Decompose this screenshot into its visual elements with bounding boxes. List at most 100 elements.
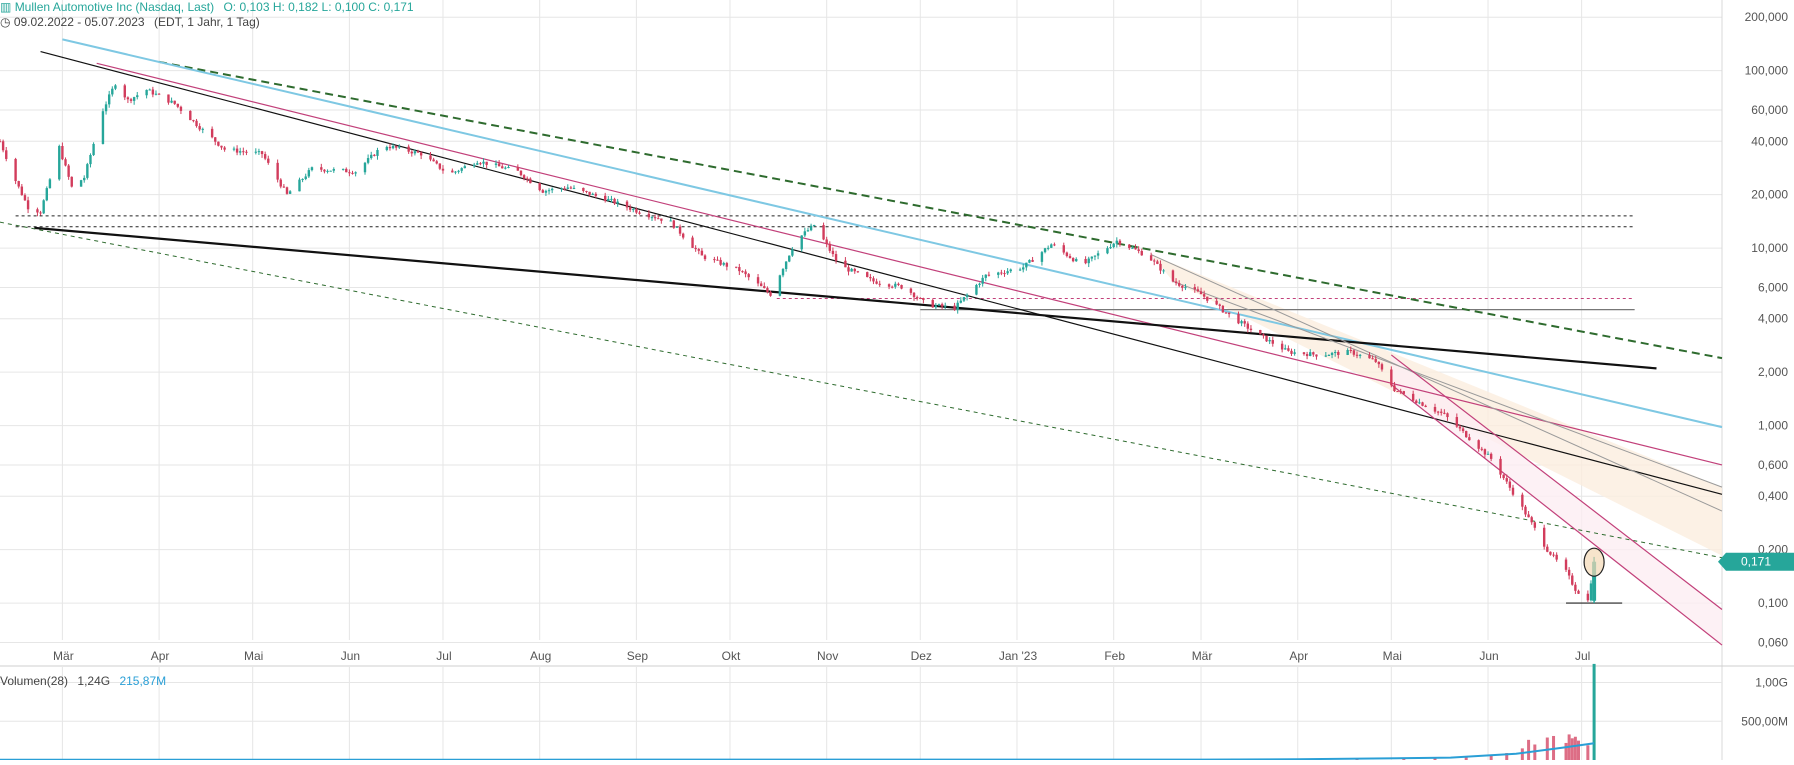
x-tick-label: Mär	[53, 649, 74, 663]
candle-body	[14, 158, 17, 182]
candle-body	[872, 278, 875, 282]
candle-body	[725, 263, 729, 267]
candle-body	[591, 193, 594, 195]
candle-body	[220, 145, 223, 148]
candle-body	[1249, 328, 1253, 330]
trend-line[interactable]	[96, 62, 1723, 466]
candle-body	[1062, 245, 1065, 253]
candle-body	[1330, 352, 1334, 355]
candle-body	[738, 267, 741, 272]
candle-body	[451, 170, 454, 173]
trend-line[interactable]	[1172, 280, 1723, 488]
candle-body	[1137, 249, 1140, 251]
candle-body	[1181, 285, 1184, 288]
candle-body	[1162, 270, 1165, 272]
annotation-circle[interactable]	[1583, 547, 1605, 577]
candle-body	[354, 172, 357, 174]
candle-body	[1477, 440, 1480, 449]
candle-body	[83, 177, 86, 181]
candle-body	[1352, 350, 1356, 355]
candle-body	[285, 187, 289, 194]
trend-line[interactable]	[34, 226, 1657, 370]
candle-body	[5, 150, 8, 159]
candle-body	[0, 141, 2, 143]
candle-body	[1424, 405, 1427, 407]
candle-body	[416, 151, 420, 153]
candle-body	[482, 161, 485, 164]
candle-body	[809, 225, 813, 231]
candle-body	[1333, 352, 1337, 354]
candle-body	[1293, 352, 1296, 354]
candle-body	[965, 294, 969, 298]
candle-body	[1065, 252, 1069, 257]
candle-body	[1268, 340, 1271, 342]
candle-body	[1374, 358, 1377, 362]
candle-body	[1131, 247, 1134, 249]
candle-body	[588, 191, 591, 195]
volume-bar	[1573, 736, 1577, 760]
candle-body	[179, 106, 183, 111]
candle-body	[572, 187, 576, 189]
candle-body	[298, 179, 301, 192]
candle-body	[959, 300, 963, 303]
candle-body	[594, 193, 598, 196]
volume-bar	[1592, 663, 1596, 760]
candle-body	[607, 198, 610, 201]
candle-body	[890, 286, 894, 288]
last-candle-body[interactable]	[1592, 561, 1597, 601]
instrument-name: Mullen Automotive Inc (Nasdaq, Last)	[14, 0, 215, 14]
volume-bar	[1464, 756, 1468, 760]
x-tick-label: Jun	[1479, 649, 1498, 663]
volume-tick-label: 500,00M	[1741, 714, 1788, 728]
candle-body	[1461, 428, 1465, 432]
candle-body	[472, 164, 476, 167]
candle-body	[669, 220, 672, 222]
candle-body	[1324, 355, 1328, 357]
trend-line[interactable]	[62, 38, 1723, 429]
candle-body	[345, 168, 348, 173]
trend-line[interactable]	[158, 60, 1723, 360]
candle-body	[585, 190, 588, 192]
candle-body	[151, 89, 155, 95]
candle-body	[735, 266, 738, 268]
candle-body	[145, 89, 148, 96]
candle-body	[101, 111, 105, 144]
candle-body	[681, 233, 685, 238]
candle-body	[217, 141, 220, 146]
candle-body	[107, 94, 111, 105]
trend-line[interactable]	[1390, 354, 1723, 610]
candle-body	[195, 120, 198, 127]
candle-body	[1290, 350, 1293, 354]
candle-body	[58, 145, 61, 180]
trend-line[interactable]	[1390, 384, 1723, 646]
candle-body	[504, 167, 507, 169]
candle-body	[915, 297, 919, 299]
candle-body	[1202, 294, 1206, 297]
candle-body	[1552, 554, 1555, 556]
candle-body	[1087, 258, 1090, 264]
candle-body	[438, 163, 442, 169]
candle-body	[691, 237, 694, 248]
trend-line[interactable]	[1150, 254, 1723, 512]
candle-body	[744, 271, 747, 275]
candle-body	[410, 151, 413, 154]
chart-type-icon[interactable]: ▥	[0, 0, 12, 14]
candle-body	[242, 151, 245, 153]
candle-body	[713, 259, 716, 261]
y-tick-label: 0,060	[1758, 635, 1788, 649]
candle-body	[1511, 487, 1515, 495]
clock-icon[interactable]: ◷	[0, 15, 11, 29]
candle-body	[20, 186, 24, 196]
trend-line[interactable]	[40, 51, 1723, 495]
candle-body	[953, 305, 956, 310]
candle-body	[1053, 244, 1056, 246]
candle-body	[1327, 354, 1331, 356]
candle-body	[1221, 305, 1225, 313]
candle-body	[198, 126, 201, 130]
candle-body	[1368, 354, 1371, 359]
volume-bar	[1527, 739, 1531, 760]
candle-body	[501, 166, 504, 169]
candle-body	[320, 167, 323, 170]
